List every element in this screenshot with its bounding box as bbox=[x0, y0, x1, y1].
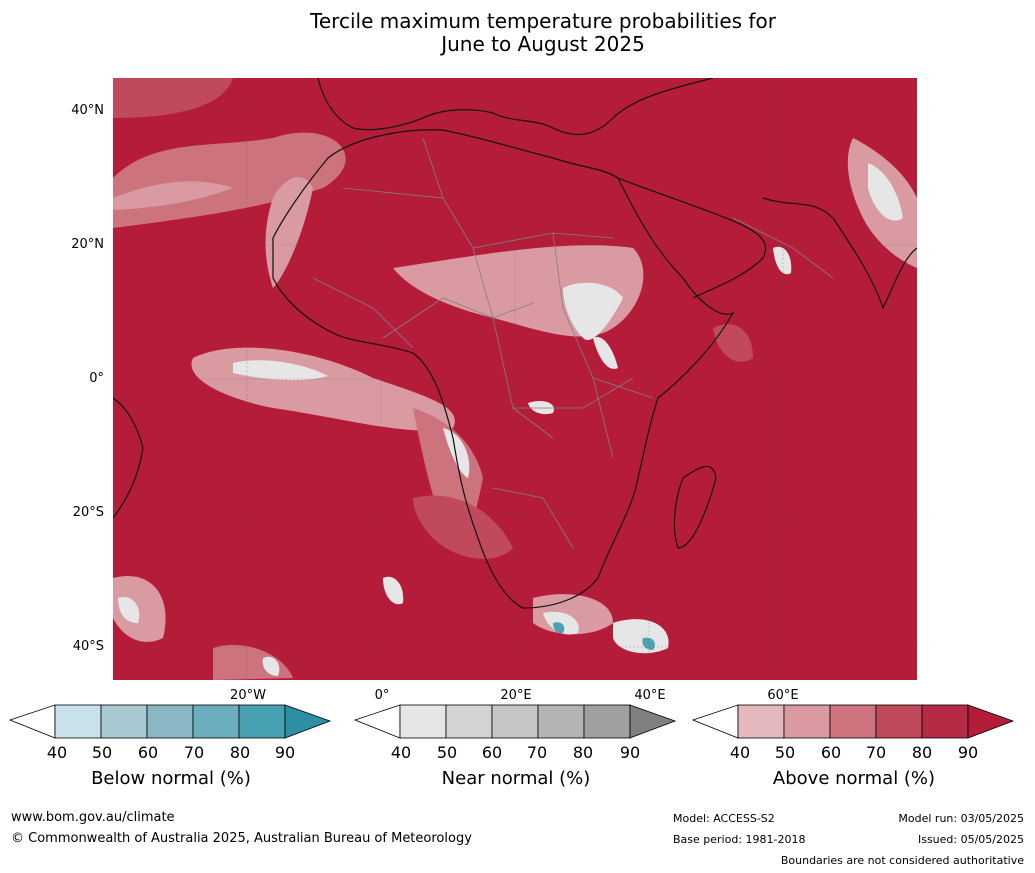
colorbar-above-50-60 bbox=[783, 704, 831, 739]
below-tick-90: 90 bbox=[274, 743, 296, 762]
above-tick-50: 50 bbox=[774, 743, 796, 762]
disclaimer-text: Boundaries are not considered authoritat… bbox=[780, 854, 1024, 867]
lat-label-20n: 20°N bbox=[71, 237, 104, 252]
colorbar-near-50-60 bbox=[445, 704, 493, 739]
colorbar-near-40-50 bbox=[399, 704, 447, 739]
below-legend-title: Below normal (%) bbox=[91, 768, 251, 789]
above-legend-title: Above normal (%) bbox=[772, 768, 936, 789]
colorbar-near bbox=[353, 704, 677, 739]
above-tick-90: 90 bbox=[957, 743, 979, 762]
colorbar-near-high-cap bbox=[629, 704, 677, 739]
colorbar-below-80-90 bbox=[238, 704, 286, 739]
colorbar-below-low-cap bbox=[8, 704, 56, 739]
lat-label-40n: 40°N bbox=[71, 103, 104, 118]
colorbar-near-low-cap bbox=[353, 704, 401, 739]
lat-label-0: 0° bbox=[89, 371, 104, 386]
colorbar-below-50-60 bbox=[100, 704, 148, 739]
above-tick-40: 40 bbox=[729, 743, 751, 762]
lon-label-0: 0° bbox=[374, 688, 390, 703]
colorbar-near-70-80 bbox=[537, 704, 585, 739]
near-tick-40: 40 bbox=[390, 743, 412, 762]
colorbar-below-70-80 bbox=[192, 704, 240, 739]
issued-text: Issued: 05/05/2025 bbox=[917, 833, 1024, 846]
lat-label-40s: 40°S bbox=[72, 639, 104, 654]
colorbar-above-low-cap bbox=[691, 704, 739, 739]
below-tick-50: 50 bbox=[91, 743, 113, 762]
colorbar-above-80-90 bbox=[921, 704, 969, 739]
lon-label-60e: 60°E bbox=[767, 688, 799, 703]
probability-map[interactable] bbox=[113, 78, 917, 680]
model-text: Model: ACCESS-S2 bbox=[673, 812, 775, 825]
near-tick-60: 60 bbox=[481, 743, 503, 762]
probability-patches bbox=[113, 78, 917, 680]
above-tick-70: 70 bbox=[865, 743, 887, 762]
near-tick-70: 70 bbox=[526, 743, 548, 762]
near-legend-title: Near normal (%) bbox=[441, 768, 591, 789]
near-tick-90: 90 bbox=[619, 743, 641, 762]
below-tick-80: 80 bbox=[229, 743, 251, 762]
title-line-2: June to August 2025 bbox=[441, 32, 645, 56]
colorbar-above-60-70 bbox=[829, 704, 877, 739]
lon-label-40e: 40°E bbox=[634, 688, 666, 703]
country-borders bbox=[312, 137, 834, 549]
bom-climate-link[interactable]: www.bom.gov.au/climate bbox=[11, 810, 175, 825]
above-tick-80: 80 bbox=[911, 743, 933, 762]
colorbar-above-high-cap bbox=[967, 704, 1015, 739]
near-tick-50: 50 bbox=[436, 743, 458, 762]
colorbar-above-40-50 bbox=[737, 704, 785, 739]
coastlines bbox=[113, 78, 917, 609]
lon-label-20e: 20°E bbox=[500, 688, 532, 703]
graticule bbox=[113, 78, 917, 680]
colorbar-near-60-70 bbox=[491, 704, 539, 739]
lon-label-20w: 20°W bbox=[230, 688, 266, 703]
colorbar-below bbox=[8, 704, 332, 739]
above-tick-60: 60 bbox=[820, 743, 842, 762]
base-period-text: Base period: 1981-2018 bbox=[673, 833, 806, 846]
map-svg bbox=[113, 78, 917, 680]
below-tick-40: 40 bbox=[46, 743, 68, 762]
below-tick-70: 70 bbox=[183, 743, 205, 762]
title-line-1: Tercile maximum temperature probabilitie… bbox=[310, 9, 776, 33]
copyright-text: © Commonwealth of Australia 2025, Austra… bbox=[11, 831, 472, 846]
colorbar-near-80-90 bbox=[583, 704, 631, 739]
lat-label-20s: 20°S bbox=[72, 505, 104, 520]
model-run-text: Model run: 03/05/2025 bbox=[898, 812, 1024, 825]
below-tick-60: 60 bbox=[137, 743, 159, 762]
colorbar-below-60-70 bbox=[146, 704, 194, 739]
colorbar-below-40-50 bbox=[54, 704, 102, 739]
map-title: Tercile maximum temperature probabilitie… bbox=[0, 10, 1035, 56]
near-tick-80: 80 bbox=[572, 743, 594, 762]
colorbar-above-70-80 bbox=[875, 704, 923, 739]
colorbar-above bbox=[691, 704, 1015, 739]
colorbar-below-high-cap bbox=[284, 704, 332, 739]
